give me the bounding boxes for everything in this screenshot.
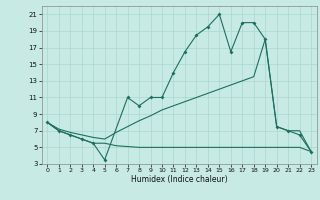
X-axis label: Humidex (Indice chaleur): Humidex (Indice chaleur) bbox=[131, 175, 228, 184]
